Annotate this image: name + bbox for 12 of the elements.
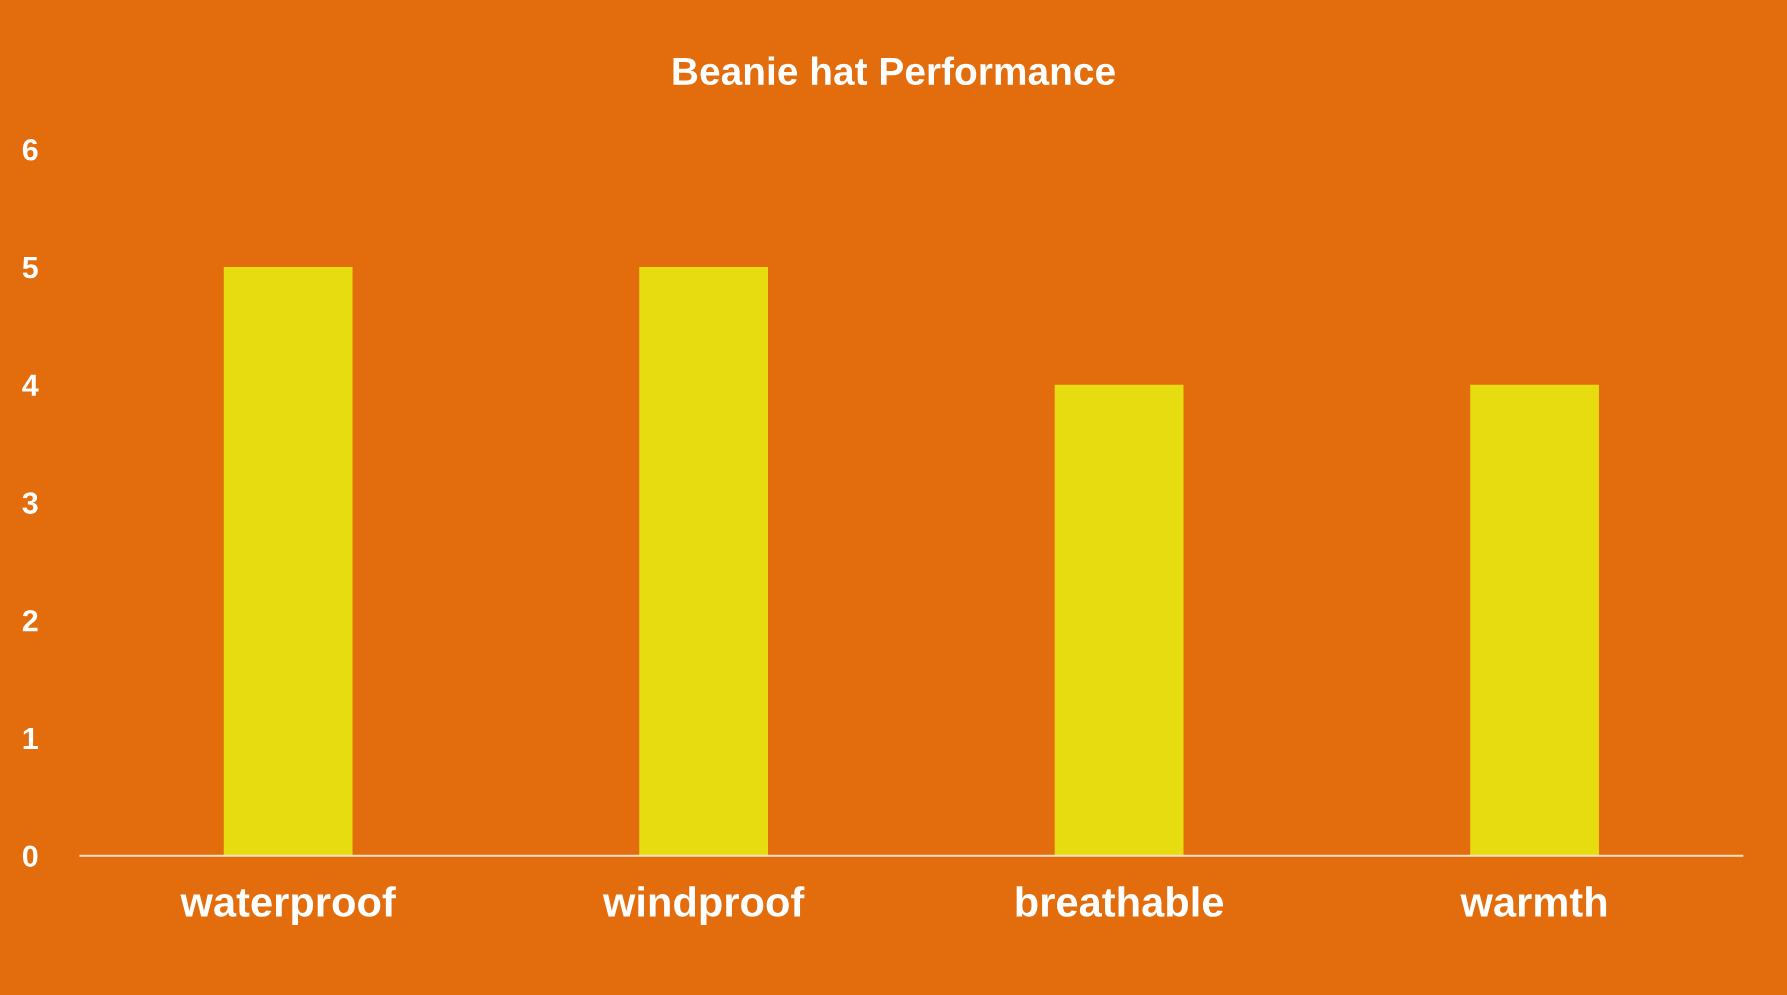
chart-title: Beanie hat Performance [673, 56, 1115, 86]
x-tick-label: breathable [1016, 886, 1224, 917]
y-tick-label: 4 [22, 374, 39, 396]
x-tick-label: waterproof [180, 886, 396, 926]
y-tick-label: 2 [22, 609, 38, 632]
y-tick-label: 6 [22, 138, 38, 161]
x-tick-label: warmth [1460, 886, 1607, 917]
y-tick-label: 1 [23, 728, 38, 750]
y-tick-label: 5 [22, 257, 38, 279]
x-tick-label: windproof [602, 886, 805, 926]
y-tick-label: 0 [22, 845, 38, 868]
y-tick-label: 3 [22, 492, 38, 514]
